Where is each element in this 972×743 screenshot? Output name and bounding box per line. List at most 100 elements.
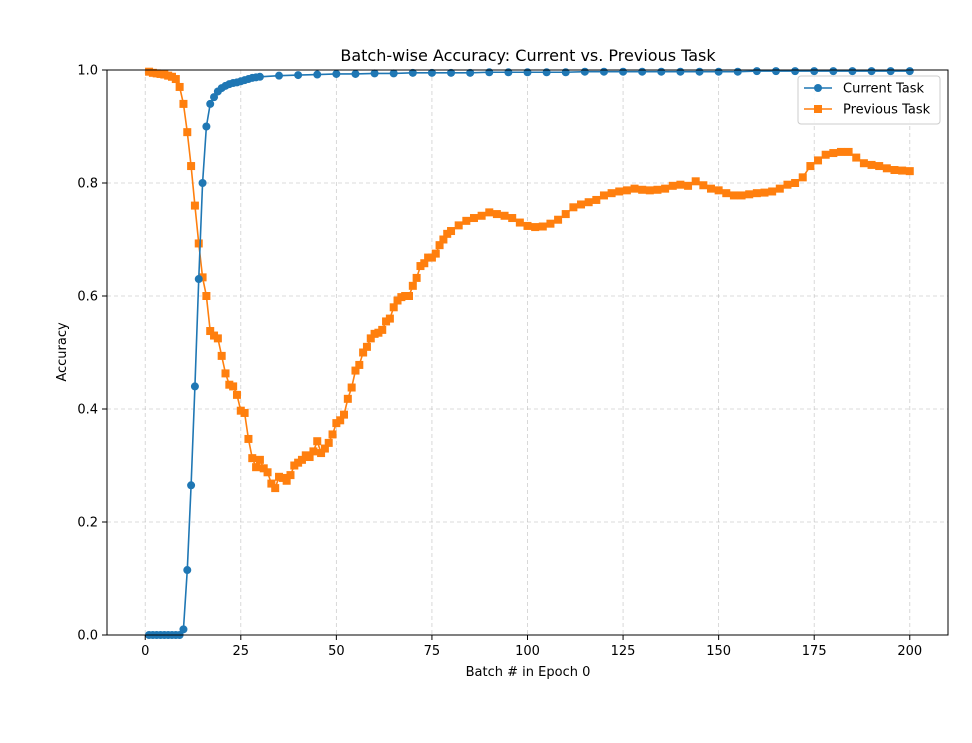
data-point-previous-task [890,166,899,175]
data-point-previous-task [714,186,723,195]
data-point-previous-task [179,99,188,108]
data-point-current-task [791,67,800,76]
data-point-previous-task [366,334,375,343]
data-point-previous-task [389,303,398,312]
data-point-previous-task [183,128,192,137]
data-point-previous-task [454,221,463,230]
data-point-current-task [294,71,303,80]
data-point-previous-task [347,383,356,392]
data-point-previous-task [760,188,769,197]
data-point-previous-task [852,153,861,162]
data-point-previous-task [875,162,884,171]
data-point-previous-task [202,292,211,300]
data-point-previous-task [336,416,345,425]
data-point-current-task [619,67,628,76]
y-tick-label: 0.0 [77,629,98,644]
data-point-previous-task [630,184,639,193]
data-point-previous-task [737,191,746,200]
data-point-previous-task [362,342,371,351]
data-point-current-task [905,67,914,76]
data-point-current-task [542,68,551,77]
data-point-previous-task [462,216,471,225]
series-line-current-task [149,70,910,636]
data-point-previous-task [213,334,222,343]
data-point-previous-task [255,455,264,464]
data-point-previous-task [569,203,578,212]
data-point-current-task [332,69,341,78]
y-tick-label: 0.6 [77,290,98,305]
data-point-previous-task [175,82,184,91]
data-point-current-task [504,68,513,77]
data-point-current-task [599,67,608,76]
data-point-previous-task [477,211,486,220]
data-point-previous-task [343,394,352,403]
data-point-current-task [580,67,589,76]
data-point-current-task [638,67,647,76]
legend: Current Task Previous Task [797,75,941,125]
x-tick-label: 125 [611,644,636,659]
data-point-previous-task [404,292,413,300]
chart-title: Batch-wise Accuracy: Current vs. Previou… [340,46,716,65]
data-point-previous-task [699,181,708,190]
data-point-current-task [752,67,761,76]
data-point-previous-task [492,210,501,219]
data-point-previous-task [248,454,257,463]
data-point-previous-task [867,160,876,169]
legend-marker-previous-task [814,105,822,113]
data-point-previous-task [317,449,326,458]
data-point-previous-task [829,149,838,158]
data-point-current-task [676,67,685,76]
data-point-previous-task [297,455,306,464]
data-point-previous-task [359,348,368,357]
data-point-current-task [848,67,857,76]
data-point-current-task [198,179,207,187]
data-point-current-task [183,566,192,575]
data-point-previous-task [385,314,394,323]
data-point-previous-task [607,189,616,198]
data-point-previous-task [324,438,333,447]
legend-box [797,75,941,125]
y-tick-label: 1.0 [77,64,98,79]
data-point-current-task [255,72,264,81]
data-point-previous-task [435,241,444,250]
data-point-previous-task [355,360,364,369]
data-point-previous-task [447,227,456,236]
data-point-previous-task [485,208,494,217]
data-point-previous-task [408,281,417,290]
data-point-previous-task [508,214,517,223]
data-point-previous-task [615,187,624,196]
data-point-current-task [523,68,532,77]
data-point-previous-task [469,214,478,223]
data-point-current-task [561,68,570,77]
data-point-previous-task [645,186,654,195]
data-point-previous-task [351,366,360,375]
data-point-previous-task [577,200,586,209]
x-axis-label: Batch # in Epoch 0 [466,665,591,680]
data-point-previous-task [206,327,215,336]
data-point-previous-task [798,173,807,182]
data-point-previous-task [668,181,677,190]
data-point-current-task [206,99,215,108]
data-point-previous-task [378,325,387,334]
data-point-current-task [714,67,723,76]
data-point-previous-task [267,479,276,488]
data-point-previous-task [584,198,593,207]
data-point-previous-task [898,166,907,175]
data-point-previous-task [706,184,715,193]
data-point-previous-task [282,476,291,485]
data-point-previous-task [661,184,670,193]
data-point-previous-task [538,222,547,231]
data-point-current-task [829,67,838,76]
data-point-previous-task [221,369,230,378]
data-point-previous-task [554,215,563,224]
data-point-current-task [351,69,360,78]
data-point-previous-task [431,249,440,258]
legend-label-previous-task: Previous Task [843,103,931,118]
series-previous-task [145,67,914,493]
data-point-current-task [313,70,322,79]
data-point-previous-task [821,150,830,159]
data-point-previous-task [676,180,685,189]
data-point-current-task [370,69,379,78]
data-point-previous-task [229,382,238,391]
